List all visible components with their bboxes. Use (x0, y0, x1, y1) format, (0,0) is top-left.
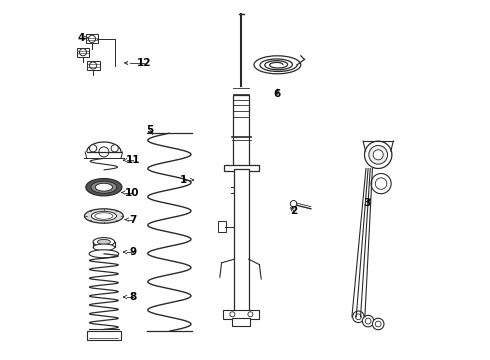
Text: 7: 7 (130, 215, 137, 225)
FancyBboxPatch shape (87, 61, 99, 70)
Circle shape (365, 141, 392, 168)
Circle shape (353, 311, 364, 323)
Circle shape (248, 312, 253, 317)
Text: 10: 10 (124, 188, 139, 198)
FancyBboxPatch shape (234, 169, 248, 311)
Circle shape (111, 145, 118, 152)
Circle shape (99, 147, 109, 157)
Ellipse shape (89, 250, 119, 258)
Circle shape (90, 62, 97, 69)
Circle shape (369, 145, 388, 164)
FancyBboxPatch shape (76, 48, 90, 57)
Ellipse shape (91, 181, 117, 193)
Circle shape (88, 35, 96, 42)
Text: 1: 1 (180, 175, 188, 185)
Ellipse shape (95, 213, 113, 219)
Circle shape (365, 318, 371, 324)
Ellipse shape (84, 209, 123, 223)
Text: 9: 9 (130, 247, 137, 257)
Ellipse shape (95, 183, 113, 191)
Circle shape (356, 314, 361, 320)
Ellipse shape (91, 211, 117, 221)
Text: 11: 11 (126, 155, 141, 165)
Text: 12: 12 (137, 58, 151, 68)
Circle shape (230, 312, 235, 317)
FancyBboxPatch shape (232, 318, 250, 326)
FancyBboxPatch shape (224, 165, 259, 171)
Text: 2: 2 (290, 206, 297, 216)
FancyBboxPatch shape (233, 95, 249, 166)
Text: 3: 3 (364, 198, 371, 208)
Circle shape (90, 145, 97, 152)
Circle shape (373, 150, 383, 160)
FancyBboxPatch shape (218, 221, 226, 232)
Circle shape (372, 318, 384, 330)
Circle shape (291, 201, 297, 207)
Text: 6: 6 (274, 89, 281, 99)
Ellipse shape (93, 238, 115, 246)
FancyBboxPatch shape (86, 34, 98, 44)
Text: 8: 8 (130, 292, 137, 302)
Ellipse shape (93, 244, 115, 251)
FancyBboxPatch shape (223, 310, 259, 319)
Text: 5: 5 (146, 125, 153, 135)
Circle shape (363, 315, 374, 327)
Text: 4: 4 (77, 33, 85, 43)
Circle shape (375, 178, 387, 189)
Ellipse shape (98, 239, 110, 244)
Circle shape (79, 49, 87, 56)
FancyBboxPatch shape (87, 331, 121, 340)
Ellipse shape (86, 179, 122, 196)
Circle shape (371, 174, 391, 194)
Circle shape (375, 321, 381, 327)
